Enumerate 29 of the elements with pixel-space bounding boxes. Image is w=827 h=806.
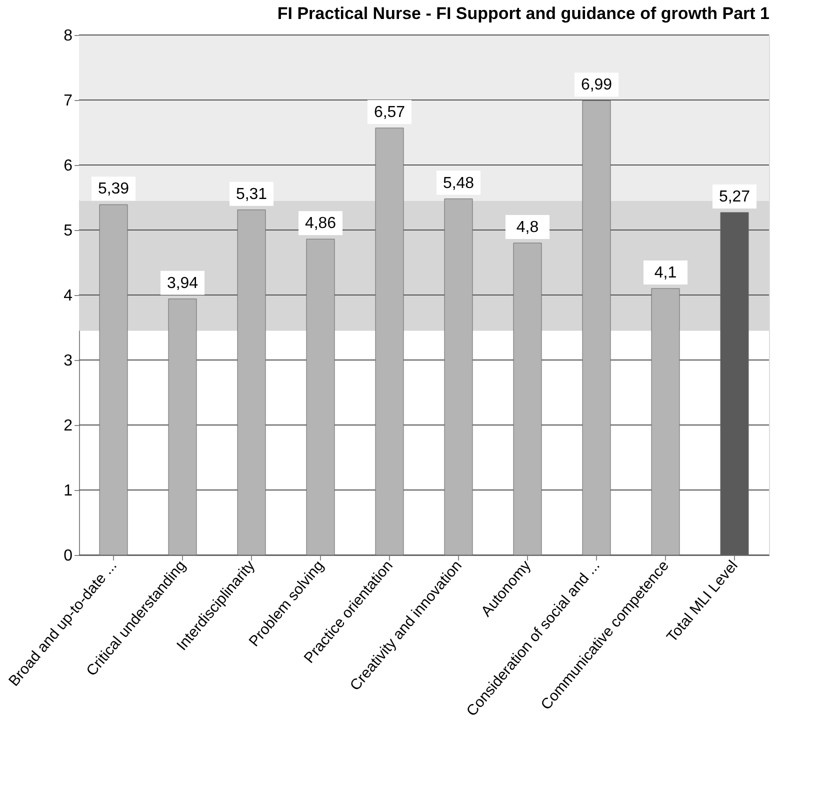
data-label: 5,27 [718, 188, 750, 206]
bar [99, 204, 128, 556]
data-label: 5,31 [236, 186, 268, 203]
y-tick-label: 1 [64, 482, 73, 500]
y-tick-label: 5 [64, 222, 73, 240]
data-label: 4,1 [654, 264, 677, 282]
bar [306, 238, 335, 556]
y-tick-label: 3 [64, 352, 73, 370]
y-tick-label: 4 [64, 288, 73, 304]
data-label: 5,48 [442, 174, 474, 192]
data-label: 6,57 [374, 104, 406, 121]
data-label: 4,86 [304, 215, 336, 232]
y-tick-label: 8 [64, 28, 73, 44]
bar [375, 128, 404, 556]
y-tick-label: 0 [64, 548, 73, 564]
data-label: 6,99 [580, 76, 612, 94]
chart-title: FI Practical Nurse - FI Support and guidance of growth Part 1 [277, 4, 770, 23]
data-label: 3,94 [166, 274, 198, 292]
bar [582, 100, 611, 556]
bar [444, 198, 473, 556]
bar [168, 298, 197, 556]
data-label: 5,39 [98, 180, 130, 198]
y-tick-label: 6 [64, 158, 73, 174]
bar [513, 242, 542, 556]
y-tick-label: 7 [64, 92, 73, 110]
y-tick-label: 2 [64, 418, 73, 434]
bar [237, 210, 266, 556]
bar [651, 288, 680, 556]
data-label: 4,8 [516, 219, 539, 236]
